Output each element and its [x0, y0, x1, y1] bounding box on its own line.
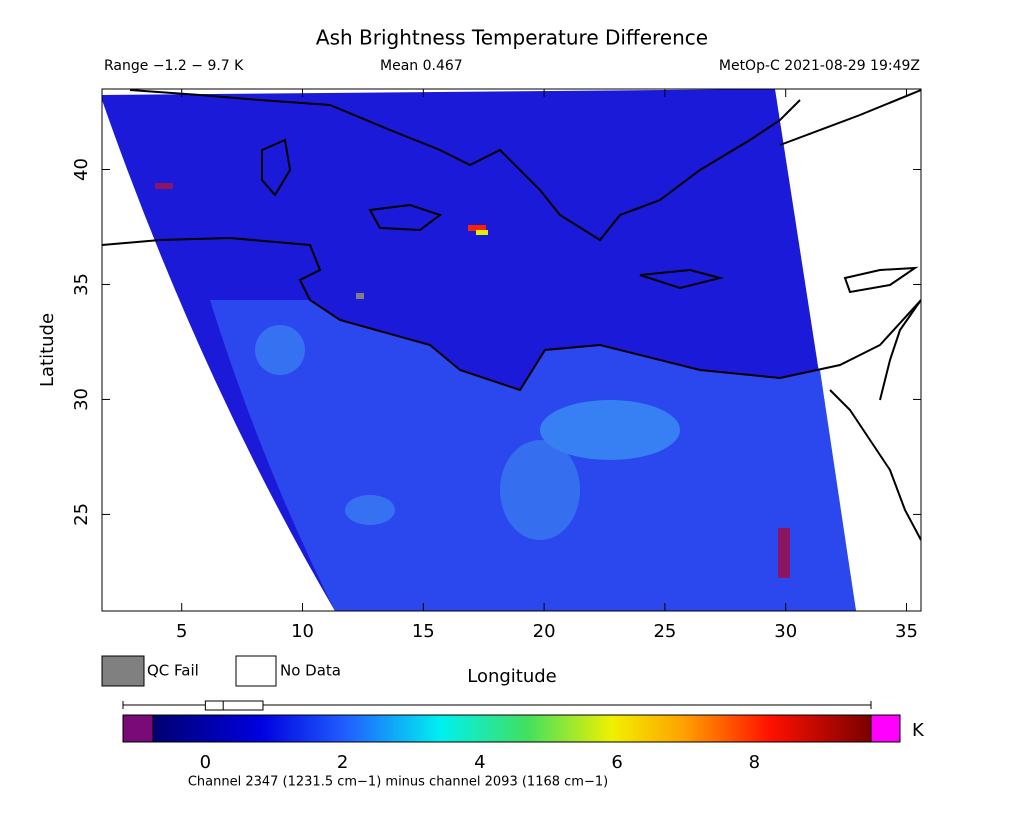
colorbar-tick-label: 8 [749, 752, 760, 773]
x-tick-label: 30 [774, 621, 797, 642]
legend-swatch [235, 655, 277, 687]
legend-swatch [101, 655, 145, 687]
colorbar [153, 715, 871, 742]
colorbar-tick-label: 6 [611, 752, 622, 773]
title: Ash Brightness Temperature Difference [316, 26, 708, 50]
colorbar-unit: K [912, 720, 925, 741]
colorbar-underflow [122, 714, 154, 743]
y-axis-label: Latitude [37, 313, 58, 387]
colorbar-tick-label: 4 [474, 752, 485, 773]
patch [255, 325, 305, 375]
x-tick-label: 10 [291, 621, 314, 642]
y-tick-label: 35 [71, 273, 92, 296]
pixel [356, 293, 364, 299]
colorbar-tick-label: 2 [337, 752, 348, 773]
plot-frame [101, 88, 922, 612]
y-tick-label: 30 [71, 388, 92, 411]
legend-label: QC Fail [147, 662, 199, 680]
patch [540, 400, 680, 460]
patch [345, 495, 395, 525]
y-tick-label: 40 [71, 158, 92, 181]
range-label: Range −1.2 − 9.7 K [104, 58, 244, 74]
x-tick-label: 35 [895, 621, 918, 642]
colorbar-tick-label: 0 [200, 752, 211, 773]
legend-label: No Data [280, 662, 341, 680]
x-tick-label: 20 [533, 621, 556, 642]
mean-label: Mean 0.467 [380, 58, 463, 74]
patch [500, 440, 580, 540]
pixel [476, 230, 488, 235]
map-image [102, 89, 921, 611]
colorbar-overflow [870, 714, 901, 743]
footnote: Channel 2347 (1231.5 cm−1) minus channel… [188, 775, 608, 790]
pixel [778, 528, 790, 578]
x-tick-label: 15 [412, 621, 435, 642]
boxplot-box [204, 700, 264, 711]
x-axis-label: Longitude [467, 666, 557, 687]
pixel [468, 225, 486, 231]
x-tick-label: 5 [176, 621, 187, 642]
y-tick-label: 25 [71, 503, 92, 526]
colorbar-frame [122, 714, 901, 743]
source-label: MetOp-C 2021-08-29 19:49Z [719, 58, 920, 74]
pixel [155, 183, 173, 189]
x-tick-label: 25 [653, 621, 676, 642]
